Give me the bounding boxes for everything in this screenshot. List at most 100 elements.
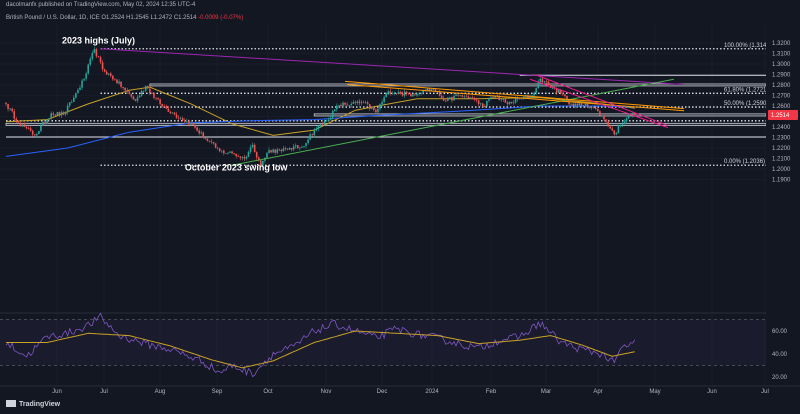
candle-body (70, 101, 73, 103)
candle-body (340, 104, 342, 107)
candle-body (617, 126, 620, 134)
candle-body (580, 103, 583, 106)
candle-body (560, 89, 562, 94)
candle-body (153, 93, 155, 98)
candle-body (375, 109, 377, 113)
rsi-band (0, 319, 766, 366)
candle-body (555, 88, 558, 93)
candle-body (286, 148, 289, 150)
ohlc-change: -0.0009 (-0.07%) (198, 15, 244, 21)
candle-body (370, 107, 373, 109)
candle-body (9, 108, 11, 110)
candle-body (434, 89, 437, 92)
candle-body (327, 119, 330, 121)
candle-body (360, 102, 363, 104)
candle-body (426, 88, 429, 92)
candle-body (128, 91, 131, 94)
candle-body (272, 149, 274, 153)
candle-body (623, 121, 626, 124)
candle-body (299, 147, 301, 149)
moving-average-line (5, 86, 635, 136)
candle-body (631, 113, 634, 116)
candle-body (268, 150, 270, 154)
candle-body (368, 104, 371, 109)
candle-body (233, 153, 235, 154)
candle-body (124, 88, 126, 91)
candle-body (93, 49, 96, 53)
candle-body (58, 112, 61, 116)
candle-body (438, 91, 441, 96)
trendline (536, 74, 668, 126)
rsi-panel (0, 312, 766, 378)
candle-body (171, 112, 174, 114)
trendline (345, 80, 685, 110)
price-axis[interactable]: 1.1900 1.2000 1.2100 1.2200 1.2300 1.2400 1.25… (766, 0, 800, 414)
horizontal-levels: 100.00% (1.3145) 61.80% (1.2721) 50.00% (1… (6, 43, 772, 166)
candle-body (352, 102, 355, 104)
candle-body (196, 127, 198, 131)
publisher-line: dacolmanfx published on TradingView.com,… (6, 2, 196, 8)
candle-body (56, 112, 59, 116)
price-tick-label: 1.3100 (772, 52, 791, 58)
candle-body (594, 107, 597, 109)
time-tick-label: 2024 (425, 389, 439, 395)
candle-body (31, 130, 34, 135)
time-axis[interactable]: Jun Jul Aug Sep Oct Nov Dec 2024 Feb Mar Apr May Jun… (0, 385, 800, 395)
time-tick-label: Aug (155, 389, 166, 395)
candle-body (163, 106, 166, 107)
price-tick-label: 1.2900 (772, 73, 791, 79)
candle-body (301, 146, 303, 148)
candle-body (105, 71, 108, 75)
candle-body (146, 86, 149, 89)
candle-body (319, 124, 322, 126)
candle-body (245, 156, 248, 159)
candle-body (570, 103, 572, 105)
time-tick-label: Dec (377, 389, 388, 395)
rsi-line (6, 330, 635, 369)
symbol-name: British Pound / U.S. Dollar, 1D, ICE (6, 15, 100, 21)
candle-body (50, 113, 53, 119)
candle-body (54, 114, 57, 116)
candle-body (572, 103, 574, 106)
candle-body (395, 93, 398, 94)
ohlc-high: H1.2545 (126, 15, 149, 21)
candle-body (321, 124, 324, 126)
candle-body (381, 102, 383, 105)
candle-body (545, 81, 548, 83)
candle-body (578, 103, 581, 106)
candle-body (399, 91, 402, 94)
candle-body (278, 149, 281, 151)
candle-body (260, 160, 262, 166)
candle-body (77, 89, 79, 94)
rsi-tick-label: 60.00 (772, 329, 788, 335)
candle-body (599, 111, 601, 116)
candle-body (467, 96, 470, 99)
candle-body (387, 91, 390, 94)
candle-body (461, 95, 464, 97)
candle-body (208, 140, 211, 142)
candle-body (383, 97, 385, 103)
candle-body (17, 121, 20, 123)
candle-body (547, 81, 550, 85)
candle-body (262, 160, 264, 166)
candle-body (621, 123, 624, 125)
candle-body (214, 143, 217, 148)
candle-body (89, 58, 92, 65)
candle-body (488, 99, 490, 101)
price-tick-label: 1.2400 (772, 125, 791, 131)
price-tick-label: 1.2200 (772, 146, 791, 152)
candle-body (200, 132, 203, 134)
candle-body (107, 73, 110, 75)
ohlc-open: O1.2524 (101, 15, 125, 21)
tradingview-icon (6, 400, 16, 407)
candle-body (442, 97, 445, 101)
candle-body (140, 90, 143, 96)
candle-body (457, 94, 459, 96)
candle-body (192, 123, 194, 125)
price-tick-label: 1.2600 (772, 104, 791, 110)
candle-body (274, 149, 277, 153)
candle-body (516, 98, 519, 100)
candle-body (584, 103, 587, 106)
fib-level-label: 100.00% (1.3145) (724, 43, 772, 49)
